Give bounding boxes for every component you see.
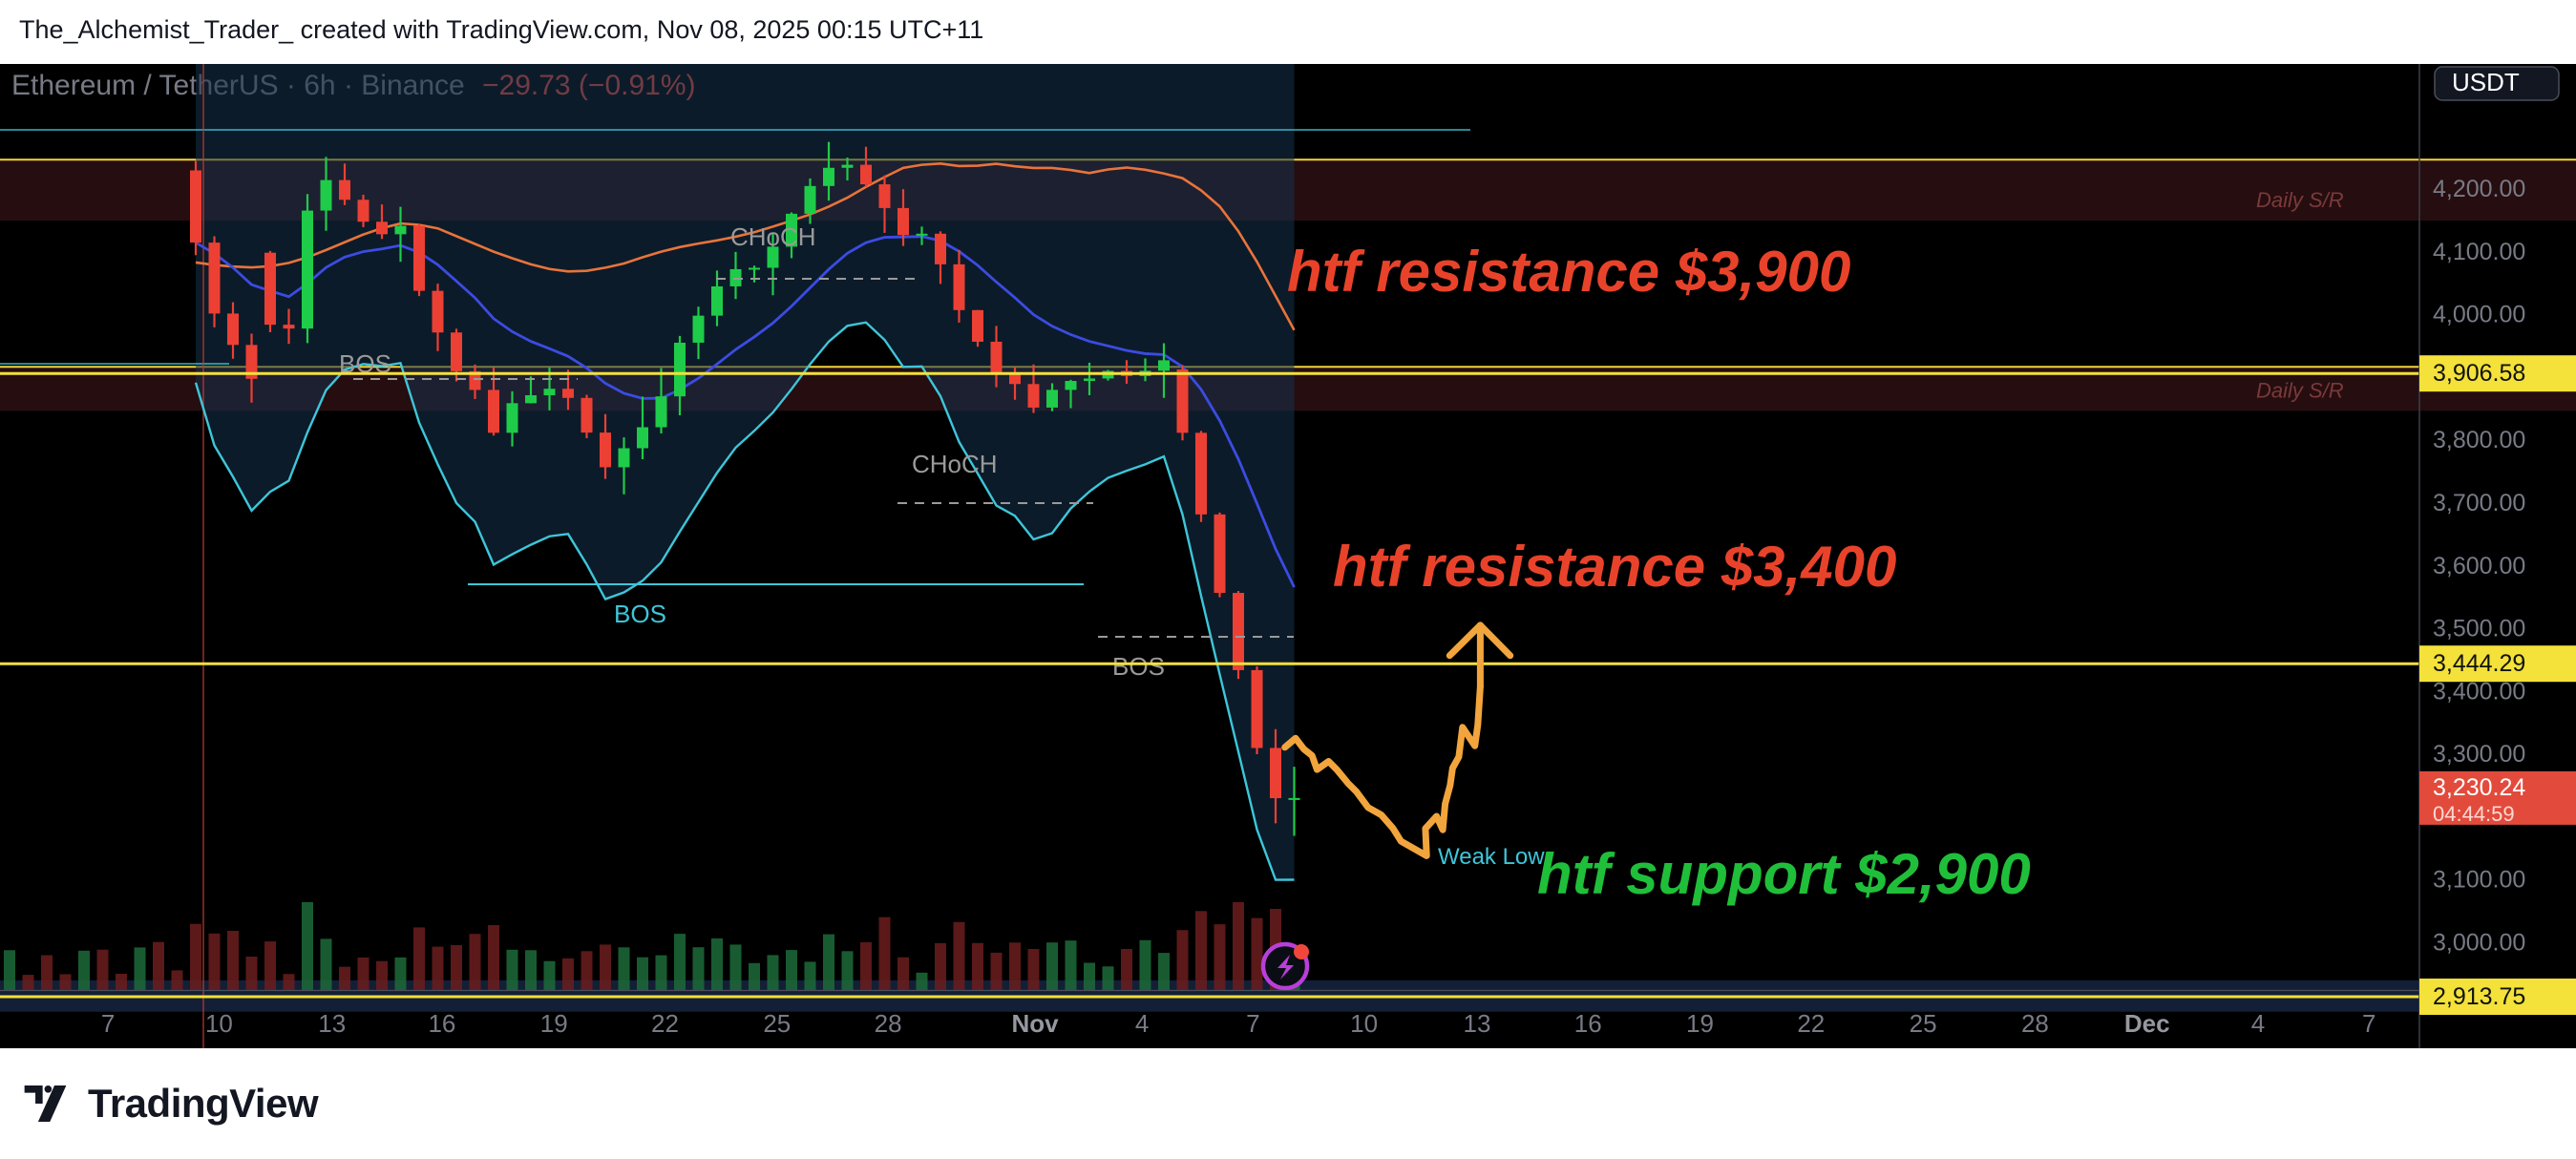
svg-text:7: 7 (101, 1009, 115, 1038)
svg-text:Daily S/R: Daily S/R (2256, 188, 2344, 212)
svg-text:3,300.00: 3,300.00 (2433, 741, 2525, 768)
svg-text:3,700.00: 3,700.00 (2433, 490, 2525, 516)
svg-text:CHoCH: CHoCH (912, 450, 998, 478)
svg-text:4,100.00: 4,100.00 (2433, 239, 2525, 265)
svg-text:3,600.00: 3,600.00 (2433, 553, 2525, 580)
svg-text:USDT: USDT (2452, 68, 2520, 96)
svg-text:4,000.00: 4,000.00 (2433, 302, 2525, 328)
svg-text:htf resistance $3,900: htf resistance $3,900 (1287, 240, 1850, 304)
svg-text:3,906.58: 3,906.58 (2433, 360, 2525, 387)
svg-text:3,100.00: 3,100.00 (2433, 867, 2525, 894)
svg-text:htf resistance $3,400: htf resistance $3,400 (1333, 535, 1896, 599)
svg-text:04:44:59: 04:44:59 (2433, 802, 2515, 826)
svg-text:13: 13 (1464, 1009, 1491, 1038)
svg-text:10: 10 (205, 1009, 233, 1038)
svg-text:3,800.00: 3,800.00 (2433, 427, 2525, 453)
svg-text:3,500.00: 3,500.00 (2433, 616, 2525, 643)
svg-text:Dec: Dec (2124, 1009, 2170, 1038)
svg-text:Daily S/R: Daily S/R (2256, 378, 2344, 402)
svg-text:Weak Low: Weak Low (1438, 844, 1545, 870)
svg-text:25: 25 (763, 1009, 791, 1038)
svg-text:2,913.75: 2,913.75 (2433, 983, 2525, 1010)
svg-text:19: 19 (540, 1009, 568, 1038)
svg-text:htf support $2,900: htf support $2,900 (1537, 842, 2031, 906)
svg-text:22: 22 (1797, 1009, 1825, 1038)
svg-text:BOS: BOS (1112, 652, 1165, 681)
svg-text:CHoCH: CHoCH (730, 222, 816, 251)
svg-text:7: 7 (2362, 1009, 2375, 1038)
svg-text:10: 10 (1350, 1009, 1378, 1038)
svg-text:Nov: Nov (1011, 1009, 1059, 1038)
svg-text:4: 4 (2251, 1009, 2265, 1038)
svg-text:4,200.00: 4,200.00 (2433, 176, 2525, 202)
svg-text:3,400.00: 3,400.00 (2433, 678, 2525, 705)
svg-text:BOS: BOS (614, 600, 666, 628)
svg-text:28: 28 (875, 1009, 902, 1038)
svg-text:16: 16 (428, 1009, 455, 1038)
svg-text:3,230.24: 3,230.24 (2433, 774, 2525, 801)
svg-text:22: 22 (651, 1009, 679, 1038)
svg-text:28: 28 (2021, 1009, 2049, 1038)
svg-text:16: 16 (1574, 1009, 1602, 1038)
svg-text:3,000.00: 3,000.00 (2433, 929, 2525, 956)
svg-text:7: 7 (1246, 1009, 1259, 1038)
svg-text:13: 13 (318, 1009, 346, 1038)
svg-text:19: 19 (1686, 1009, 1714, 1038)
svg-text:3,444.29: 3,444.29 (2433, 650, 2525, 677)
svg-text:25: 25 (1910, 1009, 1937, 1038)
svg-text:4: 4 (1135, 1009, 1149, 1038)
